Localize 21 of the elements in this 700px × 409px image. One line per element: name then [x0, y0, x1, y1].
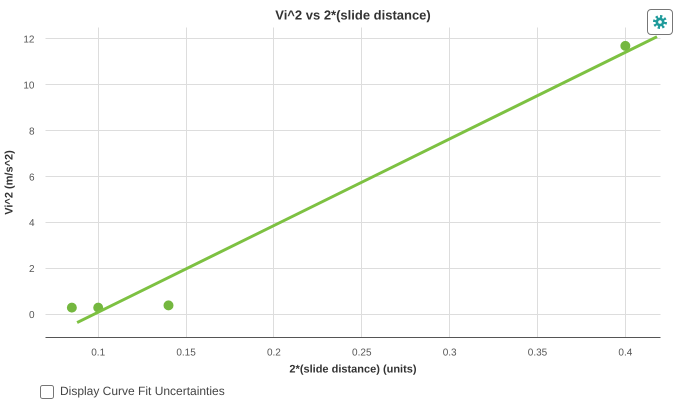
x-tick-label: 0.1 — [91, 348, 106, 358]
y-tick-label: 10 — [23, 80, 35, 92]
y-tick-label: 0 — [28, 310, 35, 322]
x-axis-title: 2*(slide distance) (units) — [289, 364, 417, 376]
text: Display Curve Fit Uncertainties — [60, 383, 225, 400]
x-tick-label: 0.3 — [442, 348, 458, 358]
y-tick-label: 12 — [23, 34, 35, 46]
chart-title: Vi^2 vs 2*(slide distance) — [275, 8, 431, 22]
x-tick-label: 0.25 — [352, 348, 372, 358]
y-tick-label: 4 — [28, 218, 35, 230]
y-tick-label: 8 — [28, 126, 35, 138]
x-tick-label: 0.2 — [266, 348, 282, 358]
y-tick-label: 2 — [28, 264, 35, 276]
x-tick-label: 0.35 — [528, 348, 548, 358]
point — [164, 300, 174, 310]
y-axis-title: Vi^2 (m/s^2) — [3, 150, 16, 215]
y-tick-label: 6 — [28, 172, 35, 184]
point — [620, 40, 630, 51]
x-tick-label: 0.15 — [176, 348, 196, 358]
x-tick-label: 0.4 — [618, 348, 633, 358]
point — [66, 302, 77, 313]
